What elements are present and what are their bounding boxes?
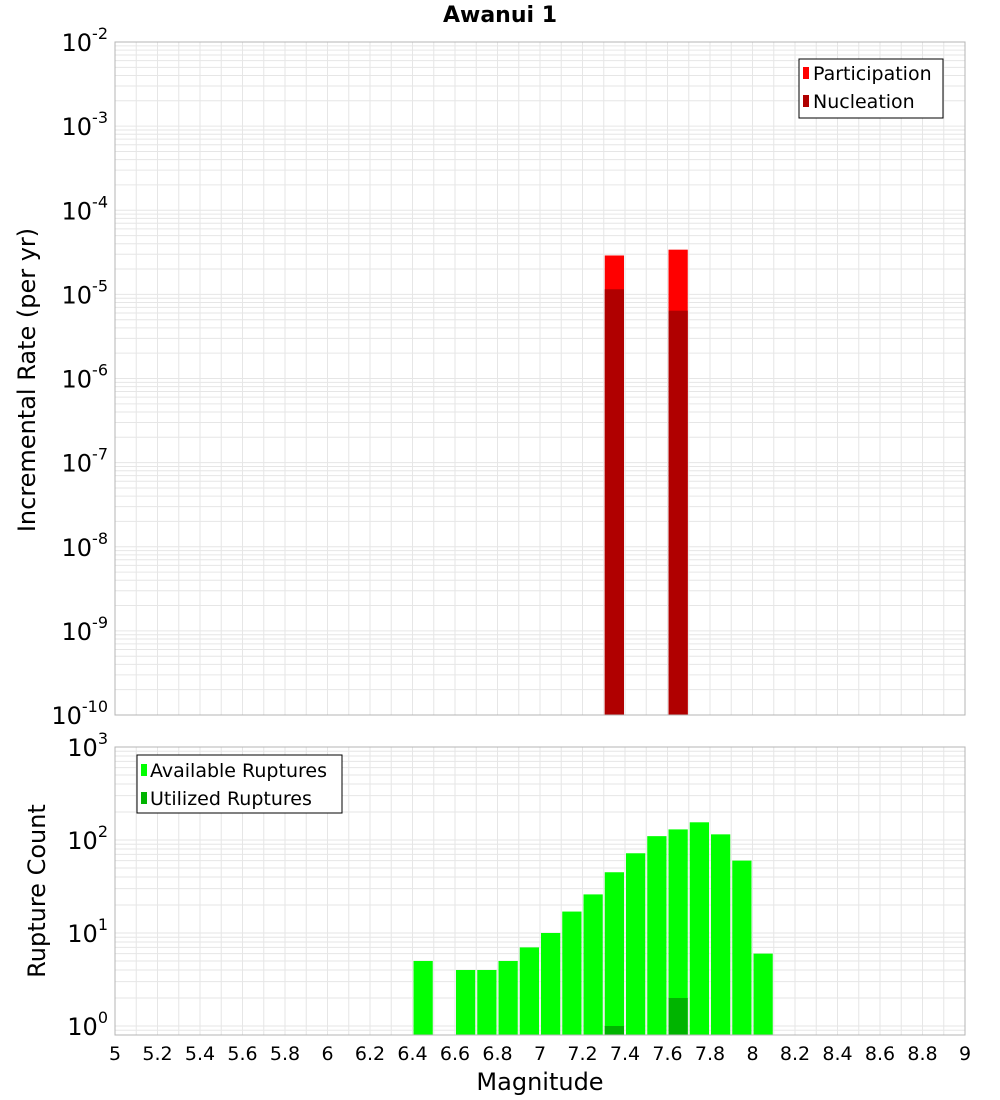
bottom-plot-frame [114,746,966,1036]
bottom-y-tick-label: 102 [67,822,108,855]
bottom-y-axis-label: Rupture Count [23,804,51,978]
bottom-legend-box [136,754,343,814]
available-ruptures-bar [519,947,539,1035]
bottom-y-tick-labels: 100 101 102 103 [67,729,108,1041]
top-y-tick-label: 10-8 [62,529,109,562]
available-ruptures-bar [477,969,497,1035]
utilized-ruptures-bar [604,1025,624,1035]
top-y-tick-label: 10-6 [62,361,109,394]
available-ruptures-bar [689,822,709,1035]
top-y-tick-label: 10-4 [62,192,109,225]
top-legend-box [798,58,944,119]
x-tick-label: 5.8 [270,1043,300,1065]
x-tick-label: 6.8 [482,1043,512,1065]
available-ruptures-bar [753,953,773,1035]
x-tick-label: 7.8 [695,1043,725,1065]
x-tick-label: 5.4 [185,1043,215,1065]
legend-label-utilized: Utilized Ruptures [150,788,312,810]
top-y-axis-label: Incremental Rate (per yr) [13,228,41,532]
legend-swatch-participation [803,67,809,79]
top-plot-bars [604,249,688,715]
nucleation-bar [604,289,624,715]
chart-title: Awanui 1 [443,3,557,28]
x-tick-label: 8.6 [865,1043,895,1065]
legend-label-nucleation: Nucleation [813,91,915,113]
x-axis-label: Magnitude [476,1068,603,1096]
x-tick-label: 8 [746,1043,758,1065]
available-ruptures-bar [732,860,752,1035]
top-y-tick-labels: 10-10 10-9 10-8 10-7 10-6 10-5 10-4 10-3 10-2 [51,24,108,730]
top-legend: Participation Nucleation [798,58,944,119]
bottom-y-tick-label: 101 [67,915,108,948]
x-tick-label: 8.4 [822,1043,852,1065]
x-tick-label: 9 [959,1043,971,1065]
x-tick-labels: 5 5.2 5.4 5.6 5.8 6 6.2 6.4 6.6 6.8 7 7.2 7.4 7.6 7.8 8… [109,1043,971,1065]
available-ruptures-bar [456,969,476,1035]
top-plot-grid [114,41,966,716]
bottom-y-tick-label: 103 [67,729,108,762]
top-y-tick-label: 10-2 [62,24,109,57]
available-ruptures-bar [541,932,561,1035]
x-tick-label: 5.2 [142,1043,172,1065]
top-plot-frame [114,41,966,716]
x-tick-label: 6.6 [440,1043,470,1065]
x-tick-label: 7.4 [610,1043,640,1065]
x-tick-label: 5.6 [227,1043,257,1065]
bottom-legend: Available Ruptures Utilized Ruptures [136,754,343,814]
available-ruptures-bar [498,960,518,1035]
bottom-plot-bars [413,822,773,1035]
available-ruptures-bar [647,836,667,1035]
top-y-tick-label: 10-3 [62,108,109,141]
top-y-tick-label: 10-5 [62,276,109,309]
available-ruptures-bar [413,960,433,1035]
x-tick-label: 6.2 [355,1043,385,1065]
bottom-plot-grid [114,746,966,1036]
x-tick-label: 8.2 [780,1043,810,1065]
legend-swatch-nucleation [803,95,809,107]
x-tick-label: 8.8 [907,1043,937,1065]
x-tick-label: 6.4 [397,1043,427,1065]
top-y-tick-label: 10-9 [62,613,109,646]
available-ruptures-bar [604,872,624,1035]
legend-swatch-available [141,764,147,776]
x-tick-label: 6 [321,1043,333,1065]
available-ruptures-bar [583,894,603,1035]
nucleation-bar [668,310,688,715]
available-ruptures-bar [562,911,582,1035]
x-tick-label: 7.6 [652,1043,682,1065]
bottom-y-tick-label: 100 [67,1008,108,1041]
utilized-ruptures-bar [668,997,688,1035]
x-tick-label: 7.2 [567,1043,597,1065]
available-ruptures-bar [668,829,688,1035]
available-ruptures-bar [626,853,646,1035]
available-ruptures-bar [711,834,731,1035]
x-tick-label: 5 [109,1043,121,1065]
legend-swatch-utilized [141,792,147,804]
top-y-tick-label: 10-7 [62,445,109,478]
legend-label-participation: Participation [813,63,932,85]
legend-label-available: Available Ruptures [150,760,327,782]
x-tick-label: 7 [534,1043,546,1065]
top-y-tick-label: 10-10 [51,697,108,730]
